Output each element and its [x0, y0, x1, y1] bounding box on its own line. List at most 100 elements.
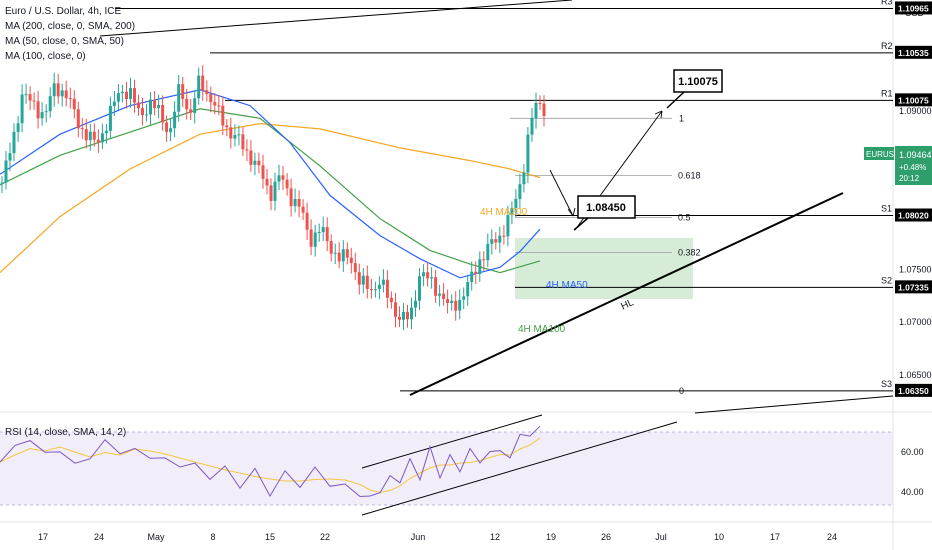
candle-body — [48, 96, 52, 112]
candle-body — [129, 88, 132, 99]
candle-body — [12, 131, 16, 154]
candle-body — [137, 102, 140, 109]
candle-body — [518, 184, 522, 199]
candle-body — [92, 131, 96, 140]
candle-body — [169, 128, 173, 133]
last-price-change: +0.48% — [899, 163, 926, 172]
candle-body — [241, 134, 245, 150]
candle-body — [313, 232, 317, 247]
candle-body — [193, 98, 197, 113]
candle-body — [0, 182, 4, 184]
candle-body — [353, 263, 357, 273]
candle-body — [289, 188, 293, 207]
candle-body — [410, 307, 413, 320]
candle-body — [52, 83, 56, 97]
x-tick-label: 12 — [490, 532, 500, 542]
candle-body — [402, 312, 405, 320]
ma200-annotation: 4H MA200 — [480, 207, 528, 218]
level-tag-s3 — [895, 383, 932, 397]
level-name-s3: S3 — [881, 379, 892, 389]
candle-body — [165, 122, 169, 133]
x-tick-label: 19 — [546, 532, 556, 542]
rsi-channel-upper — [361, 414, 543, 469]
ma100-legend[interactable]: MA (100, close, 0) — [5, 51, 86, 62]
ma50-line — [0, 89, 541, 279]
rsi-line — [0, 425, 541, 498]
candle-body — [418, 276, 421, 301]
candle-body — [209, 93, 213, 103]
level-name-r1: R1 — [881, 88, 893, 98]
level-value-r2: 1.10535 — [898, 48, 929, 58]
candle-body — [365, 275, 369, 289]
ma50-annotation: 4H MA50 — [546, 280, 588, 291]
candle-body — [229, 127, 233, 139]
candle-body — [490, 239, 494, 244]
candle-body — [225, 125, 229, 128]
rsi-band — [0, 432, 893, 505]
ma200-legend[interactable]: MA (200, close, 0, SMA, 200) — [5, 21, 136, 32]
last-price-value: 1.09464 — [899, 150, 932, 160]
chart-legend: Euro / U.S. Dollar, 4h, ICE MA (200, clo… — [5, 4, 135, 64]
ma200-line — [0, 122, 541, 274]
candle-body — [44, 111, 48, 113]
candle-body — [381, 279, 385, 285]
candle-body — [32, 100, 36, 102]
candle-body — [24, 94, 28, 96]
rsi-tick-label: 60.00 — [901, 447, 924, 457]
upper-channel-line — [99, 0, 573, 37]
rsi-ma-line — [0, 437, 541, 494]
level-value-r1: 1.10075 — [898, 95, 929, 105]
up-arrow-head — [654, 110, 663, 119]
candle-body — [333, 252, 337, 254]
ma50-legend[interactable]: MA (50, close, 0, SMA, 50) — [5, 36, 124, 47]
chart-title: Euro / U.S. Dollar, 4h, ICE — [5, 6, 122, 17]
x-tick-label: 26 — [601, 532, 611, 542]
x-tick-label: 24 — [827, 532, 837, 542]
candle-body — [40, 112, 44, 119]
x-tick-label: 24 — [94, 532, 104, 542]
candle-body — [466, 282, 470, 297]
candle-body — [281, 175, 285, 180]
pullback-callout-text: 1.08450 — [586, 202, 626, 214]
level-name-r3: R3 — [881, 0, 893, 6]
candle-body — [506, 215, 510, 237]
level-tag-r3 — [895, 1, 932, 15]
level-value-s1: 1.08020 — [898, 211, 929, 221]
candle-body — [245, 149, 249, 151]
level-tag-s2 — [895, 280, 932, 294]
candle-body — [141, 108, 144, 116]
candle-body — [181, 84, 185, 99]
candle-body — [337, 252, 341, 262]
target-callout[interactable]: 1.10075 — [666, 69, 723, 109]
level-name-s1: S1 — [881, 204, 892, 214]
candle-body — [133, 88, 136, 103]
candle-body — [494, 239, 498, 243]
candle-body — [4, 160, 8, 183]
candle-body — [538, 102, 542, 104]
candle-body — [349, 257, 353, 264]
candle-body — [406, 312, 409, 320]
y-tick-label: 1.06500 — [899, 370, 932, 380]
candle-body — [253, 160, 257, 165]
candle-body — [442, 293, 446, 299]
candle-body — [373, 289, 377, 291]
level-tag-r1 — [895, 93, 932, 107]
candle-body — [454, 300, 458, 311]
hl-annotation: HL — [619, 297, 636, 313]
candle-body — [522, 172, 526, 185]
x-tick-label: Jul — [655, 532, 667, 542]
candle-body — [68, 98, 72, 100]
candle-body — [502, 235, 506, 237]
candle-body — [309, 229, 313, 247]
fib-label: 0.382 — [678, 247, 701, 257]
last-price-badge[interactable]: EURUSD 1.09464 +0.48% 20:12 — [864, 146, 932, 185]
x-tick-label: 22 — [320, 532, 330, 542]
rsi-legend[interactable]: RSI (14, close, SMA, 14, 2) — [5, 427, 127, 438]
level-tag-r2 — [895, 45, 932, 59]
fib-label: 0.618 — [678, 170, 701, 180]
candle-body — [458, 299, 462, 311]
candle-body — [104, 130, 108, 134]
candle-body — [145, 114, 148, 116]
pullback-callout[interactable]: 1.08450 — [573, 195, 636, 231]
